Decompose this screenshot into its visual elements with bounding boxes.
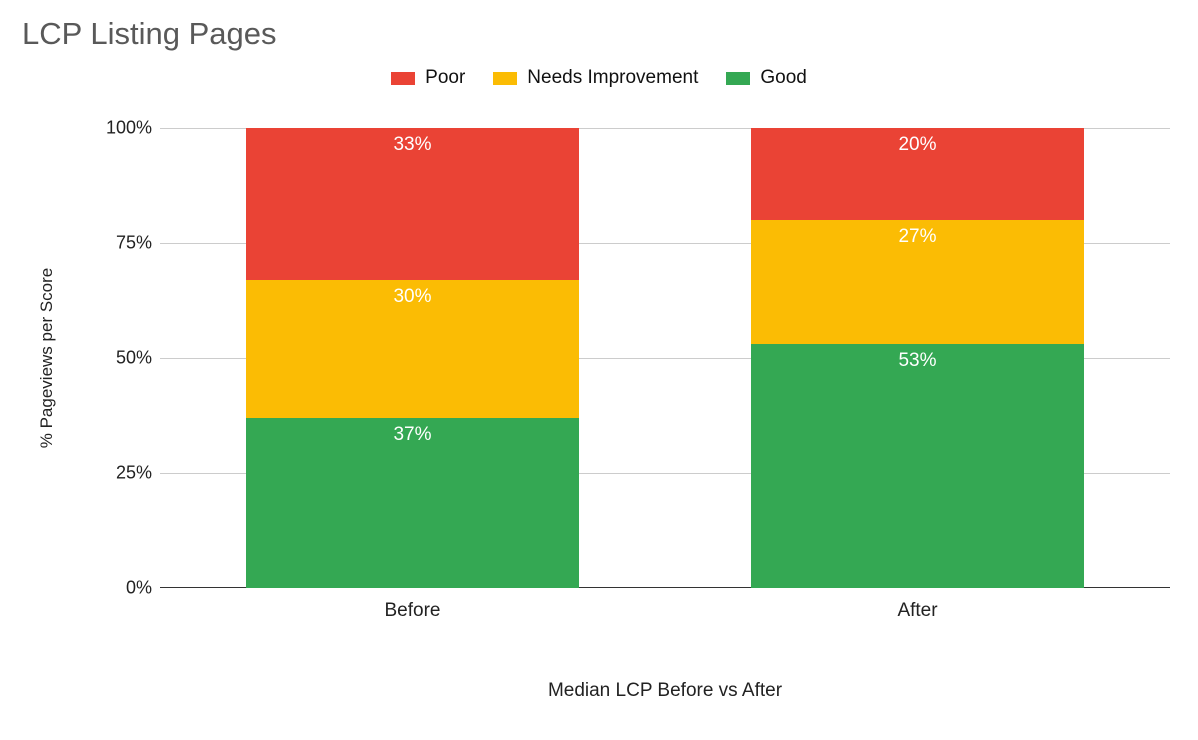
x-category-label: Before [385, 600, 441, 622]
legend-swatch-poor [391, 72, 415, 85]
plot-area: 33%30%37% 20%27%53% [160, 128, 1170, 588]
lcp-chart: LCP Listing Pages Poor Needs Improvement G… [0, 0, 1198, 740]
data-label: 53% [898, 344, 936, 588]
chart-title: LCP Listing Pages [22, 16, 276, 52]
y-tick-label: 100% [106, 118, 152, 139]
segment-poor: 20% [751, 128, 1084, 220]
segment-good: 53% [751, 344, 1084, 588]
legend-label-poor: Poor [425, 67, 465, 89]
bar-after: 20%27%53% [751, 128, 1084, 588]
data-label: 30% [393, 280, 431, 418]
data-label: 27% [898, 220, 936, 344]
legend-label-good: Good [760, 67, 806, 89]
legend: Poor Needs Improvement Good [0, 67, 1198, 89]
legend-swatch-good [726, 72, 750, 85]
legend-item-needs: Needs Improvement [493, 67, 698, 89]
segment-poor: 33% [246, 128, 579, 280]
data-label: 20% [898, 128, 936, 220]
data-label: 37% [393, 418, 431, 588]
x-axis-title: Median LCP Before vs After [160, 680, 1170, 702]
segment-needs: 27% [751, 220, 1084, 344]
y-axis-title: % Pageviews per Score [37, 268, 57, 448]
x-category-label: After [897, 600, 937, 622]
y-tick-label: 75% [116, 233, 152, 254]
legend-item-poor: Poor [391, 67, 465, 89]
legend-item-good: Good [726, 67, 806, 89]
segment-good: 37% [246, 418, 579, 588]
data-label: 33% [393, 128, 431, 280]
y-tick-label: 25% [116, 463, 152, 484]
segment-needs: 30% [246, 280, 579, 418]
legend-swatch-needs [493, 72, 517, 85]
y-tick-label: 0% [126, 578, 152, 599]
bar-before: 33%30%37% [246, 128, 579, 588]
legend-label-needs: Needs Improvement [527, 67, 698, 89]
y-tick-label: 50% [116, 348, 152, 369]
